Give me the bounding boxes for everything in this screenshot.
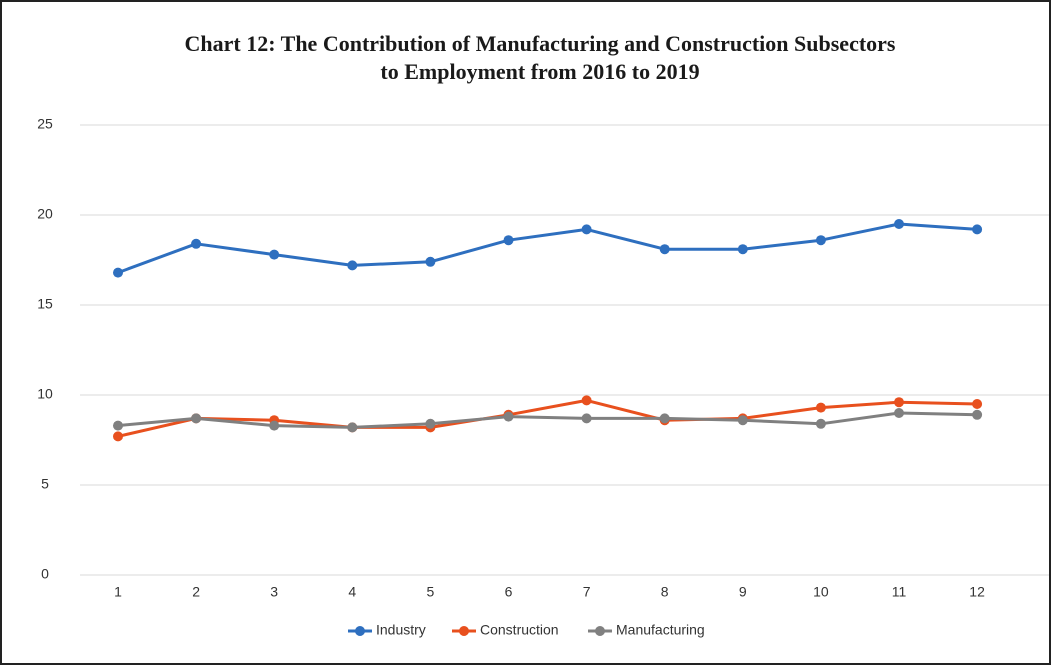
point xyxy=(815,402,826,413)
x-tick-label: 2 xyxy=(192,584,200,600)
point xyxy=(113,431,123,442)
point xyxy=(191,413,202,424)
point xyxy=(425,418,436,429)
y-tick-label: 25 xyxy=(37,116,53,132)
x-tick-label: 3 xyxy=(270,584,278,600)
point xyxy=(894,219,904,229)
y-tick-label: 15 xyxy=(37,296,53,312)
chart-title: Chart 12: The Contribution of Manufactur… xyxy=(185,31,896,56)
x-tick-label: 9 xyxy=(739,584,747,600)
point xyxy=(659,244,670,255)
point xyxy=(894,408,904,418)
point xyxy=(113,267,123,278)
y-tick-label: 10 xyxy=(37,386,53,402)
y-tick-label: 5 xyxy=(41,476,49,492)
point xyxy=(581,395,592,406)
point xyxy=(347,422,358,433)
series-line xyxy=(117,222,978,275)
point xyxy=(972,224,983,235)
x-tick-label: 4 xyxy=(348,584,356,600)
point xyxy=(269,249,280,260)
legend-label: Industry xyxy=(376,622,426,638)
chart-title: to Employment from 2016 to 2019 xyxy=(380,59,699,84)
x-tick-label: 11 xyxy=(892,584,907,600)
point xyxy=(894,397,904,408)
x-tick-label: 10 xyxy=(813,584,829,600)
point xyxy=(659,413,670,424)
y-tick-label: 0 xyxy=(41,566,49,582)
point xyxy=(503,411,514,422)
x-tick-label: 5 xyxy=(427,584,435,600)
point xyxy=(347,260,358,271)
x-tick-label: 7 xyxy=(583,584,591,600)
legend-label: Construction xyxy=(480,622,559,638)
point xyxy=(737,415,748,426)
series-line xyxy=(117,411,978,429)
point xyxy=(425,256,436,267)
x-tick-label: 8 xyxy=(661,584,669,600)
x-tick-label: 1 xyxy=(114,584,122,600)
legend-marker xyxy=(459,626,469,636)
y-tick-label: 20 xyxy=(37,206,53,222)
series-line xyxy=(117,398,978,438)
x-tick-label: 12 xyxy=(969,584,985,600)
x-tick-label: 6 xyxy=(505,584,513,600)
point xyxy=(737,244,748,255)
legend-label: Manufacturing xyxy=(616,622,705,638)
point xyxy=(972,409,983,420)
point xyxy=(815,235,826,246)
point xyxy=(503,235,514,246)
point xyxy=(972,399,983,409)
point xyxy=(581,413,592,424)
point xyxy=(191,238,202,249)
legend-marker xyxy=(595,626,605,636)
point xyxy=(269,420,280,431)
point xyxy=(581,224,592,235)
point xyxy=(113,420,123,431)
legend-marker xyxy=(355,626,365,636)
point xyxy=(815,418,826,429)
